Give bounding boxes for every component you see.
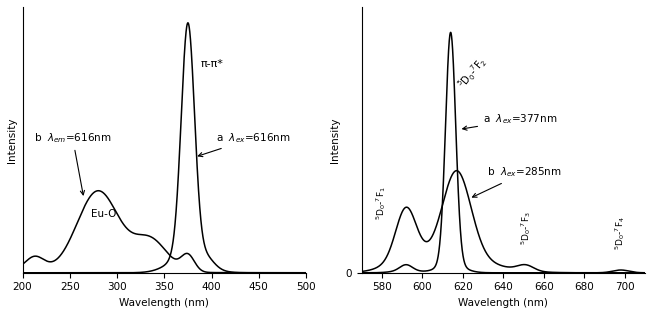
Text: a  $\lambda_{ex}$=616nm: a $\lambda_{ex}$=616nm xyxy=(198,131,291,157)
X-axis label: Wavelength (nm): Wavelength (nm) xyxy=(458,298,548,308)
Text: a  $\lambda_{ex}$=377nm: a $\lambda_{ex}$=377nm xyxy=(463,112,557,130)
Y-axis label: Intensity: Intensity xyxy=(330,117,340,163)
Y-axis label: Intensity: Intensity xyxy=(7,117,17,163)
Text: $^5$D$_0$-$^7$F$_2$: $^5$D$_0$-$^7$F$_2$ xyxy=(454,54,490,93)
Text: b  $\lambda_{em}$=616nm: b $\lambda_{em}$=616nm xyxy=(34,131,111,195)
Text: $^5$D$_0$-$^7$F$_3$: $^5$D$_0$-$^7$F$_3$ xyxy=(520,211,533,245)
Text: b  $\lambda_{ex}$=285nm: b $\lambda_{ex}$=285nm xyxy=(473,166,562,197)
Text: $^5$D$_0$-$^7$F$_1$: $^5$D$_0$-$^7$F$_1$ xyxy=(374,186,387,220)
Text: $^5$D$_0$-$^7$F$_4$: $^5$D$_0$-$^7$F$_4$ xyxy=(613,215,627,250)
Text: Eu-O: Eu-O xyxy=(91,209,116,219)
Text: π-π*: π-π* xyxy=(200,59,223,69)
X-axis label: Wavelength (nm): Wavelength (nm) xyxy=(119,298,209,308)
